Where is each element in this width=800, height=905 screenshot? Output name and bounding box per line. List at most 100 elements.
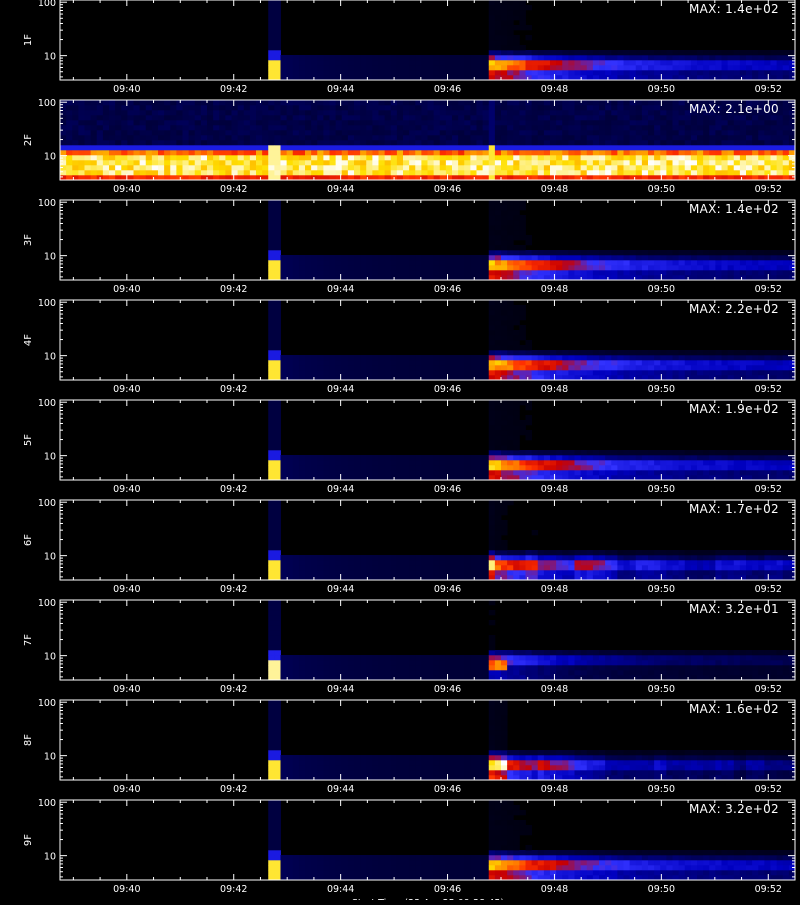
- heatmap-cell: [733, 350, 741, 356]
- heatmap-cell: [231, 160, 239, 166]
- heatmap-cell: [213, 175, 220, 181]
- heatmap-cell: [586, 270, 594, 276]
- heatmap-cell: [543, 365, 551, 371]
- heatmap-cell: [690, 120, 698, 126]
- heatmap-cell: [507, 420, 514, 426]
- heatmap-cell: [482, 155, 490, 161]
- heatmap-cell: [323, 565, 330, 571]
- heatmap-cell: [439, 455, 447, 461]
- heatmap-cell: [623, 250, 631, 256]
- heatmap-cell: [507, 475, 514, 481]
- heatmap-cell: [274, 625, 281, 631]
- heatmap-cell: [537, 350, 545, 356]
- heatmap-cell: [298, 370, 306, 376]
- heatmap-cell: [72, 165, 79, 171]
- heatmap-cell: [641, 120, 649, 126]
- heatmap-cell: [635, 365, 643, 371]
- heatmap-cell: [776, 570, 784, 576]
- heatmap-cell: [605, 155, 612, 161]
- heatmap-cell: [421, 355, 428, 361]
- heatmap-cell: [188, 100, 196, 106]
- heatmap-cell: [507, 155, 514, 161]
- heatmap-cell: [403, 265, 410, 271]
- heatmap-cell: [488, 365, 496, 371]
- heatmap-cell: [623, 140, 631, 146]
- heatmap-cell: [458, 55, 465, 61]
- heatmap-cell: [452, 670, 459, 676]
- heatmap-cell: [513, 410, 520, 416]
- heatmap-cell: [433, 660, 441, 666]
- heatmap-cell: [635, 370, 643, 376]
- heatmap-cell: [586, 470, 594, 476]
- heatmap-cell: [354, 365, 361, 371]
- heatmap-cell: [72, 105, 79, 111]
- heatmap-cell: [641, 105, 649, 111]
- heatmap-cell: [403, 65, 410, 71]
- heatmap-cell: [366, 455, 373, 461]
- heatmap-cell: [347, 375, 355, 381]
- heatmap-cell: [641, 115, 649, 121]
- heatmap-cell: [543, 475, 551, 481]
- heatmap-cell: [758, 65, 765, 71]
- heatmap-cell: [378, 155, 386, 161]
- heatmap-cell: [501, 510, 508, 516]
- heatmap-cell: [788, 140, 796, 146]
- heatmap-cell: [635, 355, 643, 361]
- heatmap-cell: [292, 145, 300, 151]
- heatmap-cell: [488, 140, 496, 146]
- heatmap-cell: [666, 560, 673, 566]
- heatmap-cell: [788, 560, 796, 566]
- heatmap-cell: [433, 470, 441, 476]
- heatmap-cell: [531, 155, 539, 161]
- heatmap-cell: [537, 575, 545, 581]
- heatmap-cell: [531, 130, 539, 136]
- heatmap-cell: [384, 655, 392, 661]
- heatmap-cell: [641, 260, 649, 266]
- heatmap-cell: [243, 150, 251, 156]
- heatmap-cell: [102, 160, 110, 166]
- heatmap-cell: [721, 110, 729, 116]
- heatmap-cell: [648, 555, 655, 561]
- heatmap-cell: [421, 460, 428, 466]
- heatmap-cell: [464, 270, 471, 276]
- heatmap-cell: [501, 305, 508, 311]
- heatmap-cell: [507, 270, 514, 276]
- heatmap-cell: [274, 205, 281, 211]
- heatmap-cell: [268, 120, 275, 126]
- heatmap-cell: [341, 270, 349, 276]
- heatmap-cell: [329, 675, 337, 681]
- heatmap-cell: [764, 60, 771, 66]
- heatmap-cell: [678, 465, 686, 471]
- heatmap-cell: [445, 125, 453, 131]
- heatmap-cell: [586, 130, 594, 136]
- x-tick-label: 09:50: [648, 84, 675, 95]
- heatmap-cell: [703, 455, 710, 461]
- heatmap-cell: [721, 70, 729, 76]
- heatmap-cell: [403, 140, 410, 146]
- heatmap-cell: [513, 245, 520, 251]
- heatmap-cell: [268, 210, 275, 216]
- heatmap-cell: [758, 260, 765, 266]
- heatmap-cell: [758, 125, 765, 131]
- heatmap-cell: [739, 465, 747, 471]
- heatmap-cell: [672, 460, 680, 466]
- heatmap-cell: [121, 165, 128, 171]
- heatmap-cell: [268, 275, 275, 281]
- heatmap-cell: [525, 400, 533, 406]
- heatmap-cell: [433, 365, 441, 371]
- heatmap-cell: [568, 555, 575, 561]
- x-tick-label: 09:46: [434, 584, 461, 595]
- heatmap-cell: [599, 60, 606, 66]
- heatmap-cell: [372, 555, 379, 561]
- heatmap-cell: [690, 175, 698, 181]
- heatmap-cell: [347, 115, 355, 121]
- heatmap-cell: [727, 50, 735, 56]
- heatmap-cell: [213, 145, 220, 151]
- heatmap-cell: [335, 660, 343, 666]
- heatmap-cell: [452, 375, 459, 381]
- panel-label: 6F: [23, 534, 34, 546]
- heatmap-cell: [96, 155, 104, 161]
- heatmap-cell: [280, 375, 288, 381]
- heatmap-cell: [746, 150, 753, 156]
- heatmap-cell: [200, 135, 208, 141]
